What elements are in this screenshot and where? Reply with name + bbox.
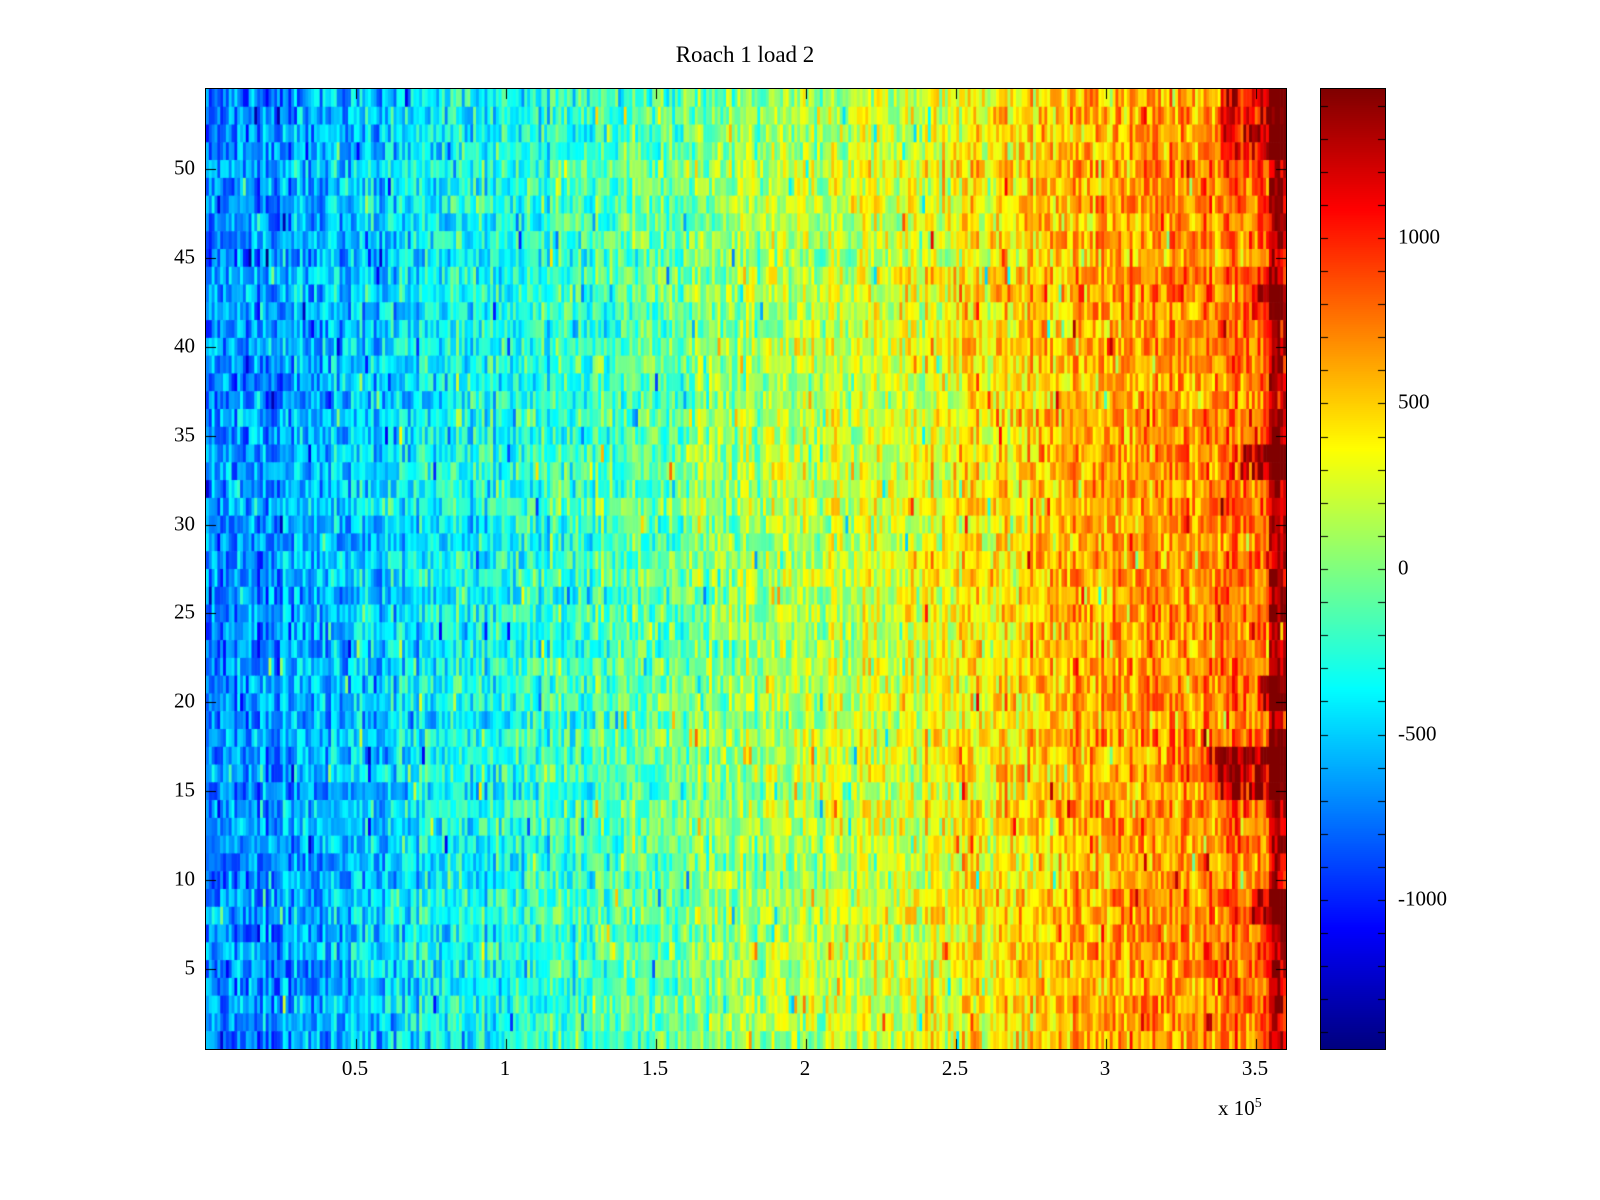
x-multiplier-base: x 10 bbox=[1218, 1096, 1255, 1120]
y-tick-label: 45 bbox=[174, 244, 195, 269]
x-tick-label: 3 bbox=[1099, 1056, 1111, 1080]
y-tick-label: 30 bbox=[174, 511, 195, 536]
y-tick-label: 40 bbox=[174, 333, 195, 358]
y-tick-label: 10 bbox=[174, 866, 195, 891]
y-tick-label: 20 bbox=[174, 688, 195, 713]
colorbar-tick-label: 0 bbox=[1398, 555, 1409, 580]
y-tick-label: 35 bbox=[174, 422, 195, 447]
y-tick-label: 15 bbox=[174, 777, 195, 802]
y-tick-label: 50 bbox=[174, 155, 195, 180]
x-axis-multiplier: x 105 bbox=[1218, 1096, 1262, 1121]
x-multiplier-exponent: 5 bbox=[1254, 1096, 1262, 1111]
x-tick-label: 0.5 bbox=[341, 1056, 369, 1080]
colorbar-tick-label: 1000 bbox=[1398, 224, 1440, 249]
heatmap-canvas bbox=[205, 88, 1287, 1050]
x-tick-label: 2 bbox=[799, 1056, 811, 1080]
y-tick-label: 25 bbox=[174, 599, 195, 624]
colorbar bbox=[1320, 88, 1386, 1050]
x-tick-label: 1 bbox=[499, 1056, 511, 1080]
colorbar-tick-label: -500 bbox=[1398, 721, 1437, 746]
y-tick-label: 5 bbox=[184, 955, 196, 980]
chart-title: Roach 1 load 2 bbox=[675, 42, 815, 67]
colorbar-tick-label: -1000 bbox=[1398, 886, 1447, 911]
colorbar-tick-label: 500 bbox=[1398, 389, 1430, 414]
x-tick-label: 2.5 bbox=[941, 1056, 969, 1080]
x-tick-label: 1.5 bbox=[641, 1056, 669, 1080]
x-tick-label: 3.5 bbox=[1241, 1056, 1269, 1080]
